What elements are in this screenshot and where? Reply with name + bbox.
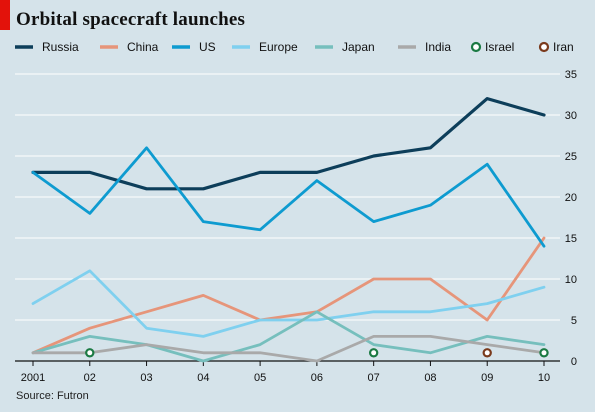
x-tick-label-03: 03 <box>140 372 152 384</box>
y-tick-label-30: 30 <box>565 110 577 122</box>
legend-label-iran: Iran <box>553 40 574 54</box>
series-line-europe <box>31 269 546 338</box>
y-tick-label-35: 35 <box>565 69 577 81</box>
x-axis <box>15 360 560 366</box>
y-tick-label-15: 15 <box>565 233 577 245</box>
x-tick-label-05: 05 <box>254 372 266 384</box>
brand-corner-tag <box>0 0 10 30</box>
series-lines <box>31 96 546 363</box>
series-markers <box>85 348 549 358</box>
y-tick-label-20: 20 <box>565 192 577 204</box>
y-tick-label-10: 10 <box>565 274 577 286</box>
x-tick-label-09: 09 <box>481 372 493 384</box>
legend-swatch-israel <box>470 41 482 53</box>
x-axis-labels: 2001 02 03 04 05 06 07 08 09 10 <box>21 372 550 384</box>
legend-label-us: US <box>199 40 216 54</box>
legend: Russia China US Europe Japan India Israel Iran <box>15 40 574 54</box>
series-marker-israel-02 <box>85 348 95 358</box>
legend-label-china: China <box>127 40 159 54</box>
x-tick-label-02: 02 <box>84 372 96 384</box>
legend-label-japan: Japan <box>342 40 375 54</box>
legend-swatch-iran <box>538 41 550 53</box>
x-tick-label-2001: 2001 <box>21 372 45 384</box>
series-marker-iran-09 <box>482 348 492 358</box>
legend-label-israel: Israel <box>485 40 514 54</box>
series-line-india <box>31 334 546 363</box>
legend-label-europe: Europe <box>259 40 298 54</box>
x-tick-label-10: 10 <box>538 372 550 384</box>
legend-label-india: India <box>425 40 451 54</box>
series-line-russia <box>31 96 546 191</box>
legend-label-russia: Russia <box>42 40 79 54</box>
x-tick-label-06: 06 <box>311 372 323 384</box>
y-tick-label-5: 5 <box>571 315 577 327</box>
series-line-china <box>31 236 546 355</box>
x-tick-label-08: 08 <box>424 372 436 384</box>
grid-lines <box>15 73 560 321</box>
y-tick-label-25: 25 <box>565 151 577 163</box>
chart-source: Source: Futron <box>16 390 89 402</box>
x-tick-label-04: 04 <box>197 372 209 384</box>
series-line-japan <box>31 310 546 363</box>
series-marker-israel-07 <box>368 348 379 358</box>
chart-title: Orbital spacecraft launches <box>16 9 246 30</box>
y-axis-labels: 0 5 10 15 20 25 30 35 <box>565 69 577 368</box>
x-tick-label-07: 07 <box>368 372 380 384</box>
series-marker-israel-10 <box>539 348 549 358</box>
y-tick-label-0: 0 <box>571 356 577 368</box>
series-line-us <box>31 146 546 248</box>
